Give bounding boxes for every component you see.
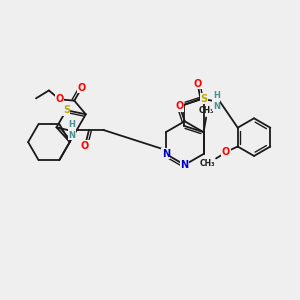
Text: N: N [162,149,170,159]
Text: N: N [181,160,189,170]
Text: O: O [176,101,184,111]
Text: H
N: H N [213,91,220,110]
Text: H
N: H N [69,120,76,140]
Text: O: O [56,94,64,104]
Text: S: S [200,94,207,103]
Text: S: S [63,105,70,115]
Text: O: O [222,148,230,158]
Text: O: O [78,83,86,93]
Text: CH₃: CH₃ [198,106,214,115]
Text: O: O [194,79,202,89]
Text: CH₃: CH₃ [200,159,215,168]
Text: O: O [81,141,89,151]
